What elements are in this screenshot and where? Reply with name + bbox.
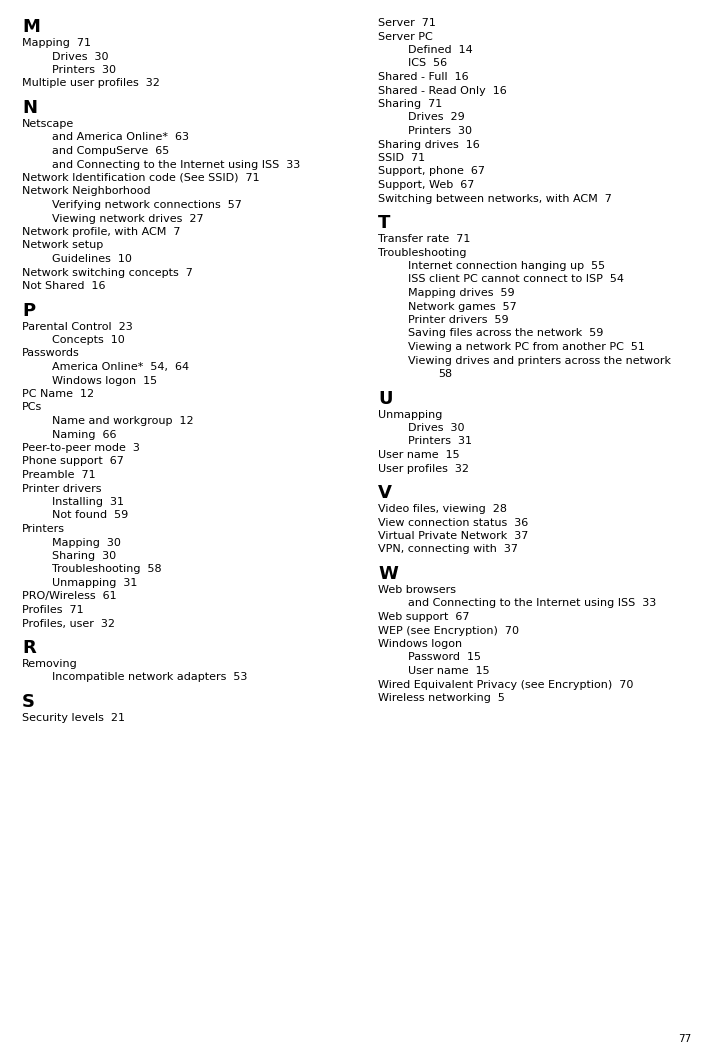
Text: Guidelines  10: Guidelines 10	[52, 254, 132, 264]
Text: Transfer rate  71: Transfer rate 71	[378, 234, 471, 244]
Text: Preamble  71: Preamble 71	[22, 470, 96, 480]
Text: PCs: PCs	[22, 402, 42, 412]
Text: Server  71: Server 71	[378, 18, 436, 28]
Text: Printers: Printers	[22, 524, 65, 534]
Text: Network Neighborhood: Network Neighborhood	[22, 187, 150, 196]
Text: N: N	[22, 99, 37, 117]
Text: Video files, viewing  28: Video files, viewing 28	[378, 504, 507, 514]
Text: and CompuServe  65: and CompuServe 65	[52, 145, 169, 156]
Text: Printer drivers: Printer drivers	[22, 483, 101, 494]
Text: Multiple user profiles  32: Multiple user profiles 32	[22, 79, 160, 88]
Text: W: W	[378, 565, 398, 583]
Text: Parental Control  23: Parental Control 23	[22, 322, 133, 331]
Text: Switching between networks, with ACM  7: Switching between networks, with ACM 7	[378, 193, 612, 204]
Text: Concepts  10: Concepts 10	[52, 335, 125, 345]
Text: Unmapping  31: Unmapping 31	[52, 578, 138, 588]
Text: Windows logon: Windows logon	[378, 639, 462, 649]
Text: Sharing  30: Sharing 30	[52, 551, 116, 561]
Text: Network setup: Network setup	[22, 240, 103, 251]
Text: Shared - Full  16: Shared - Full 16	[378, 72, 468, 82]
Text: Windows logon  15: Windows logon 15	[52, 376, 157, 386]
Text: Network Identification code (See SSID)  71: Network Identification code (See SSID) 7…	[22, 173, 260, 183]
Text: User name  15: User name 15	[408, 666, 490, 676]
Text: PRO/Wireless  61: PRO/Wireless 61	[22, 592, 117, 601]
Text: ICS  56: ICS 56	[408, 58, 447, 69]
Text: Viewing network drives  27: Viewing network drives 27	[52, 213, 204, 223]
Text: and Connecting to the Internet using ISS  33: and Connecting to the Internet using ISS…	[408, 599, 656, 609]
Text: ISS client PC cannot connect to ISP  54: ISS client PC cannot connect to ISP 54	[408, 274, 624, 285]
Text: U: U	[378, 390, 392, 408]
Text: and America Online*  63: and America Online* 63	[52, 133, 189, 142]
Text: Wired Equivalent Privacy (see Encryption)  70: Wired Equivalent Privacy (see Encryption…	[378, 680, 633, 689]
Text: Password  15: Password 15	[408, 652, 481, 663]
Text: Profiles  71: Profiles 71	[22, 605, 83, 615]
Text: Web browsers: Web browsers	[378, 585, 456, 595]
Text: Printer drivers  59: Printer drivers 59	[408, 315, 508, 325]
Text: Netscape: Netscape	[22, 119, 74, 129]
Text: S: S	[22, 693, 35, 710]
Text: Sharing drives  16: Sharing drives 16	[378, 139, 480, 150]
Text: Mapping drives  59: Mapping drives 59	[408, 288, 515, 298]
Text: Security levels  21: Security levels 21	[22, 713, 125, 723]
Text: Saving files across the network  59: Saving files across the network 59	[408, 328, 603, 339]
Text: Network games  57: Network games 57	[408, 302, 517, 311]
Text: P: P	[22, 302, 35, 320]
Text: Troubleshooting  58: Troubleshooting 58	[52, 565, 162, 575]
Text: Internet connection hanging up  55: Internet connection hanging up 55	[408, 261, 605, 271]
Text: Unmapping: Unmapping	[378, 410, 442, 419]
Text: User profiles  32: User profiles 32	[378, 463, 469, 474]
Text: Drives  30: Drives 30	[52, 51, 108, 62]
Text: Verifying network connections  57: Verifying network connections 57	[52, 200, 242, 210]
Text: Mapping  30: Mapping 30	[52, 537, 121, 548]
Text: Not Shared  16: Not Shared 16	[22, 281, 106, 291]
Text: Drives  29: Drives 29	[408, 113, 465, 122]
Text: Not found  59: Not found 59	[52, 511, 128, 520]
Text: Removing: Removing	[22, 660, 78, 669]
Text: M: M	[22, 18, 40, 36]
Text: V: V	[378, 484, 392, 502]
Text: Web support  67: Web support 67	[378, 612, 469, 622]
Text: Defined  14: Defined 14	[408, 45, 473, 55]
Text: Profiles, user  32: Profiles, user 32	[22, 618, 115, 629]
Text: R: R	[22, 639, 36, 657]
Text: 77: 77	[678, 1034, 691, 1044]
Text: and Connecting to the Internet using ISS  33: and Connecting to the Internet using ISS…	[52, 159, 300, 170]
Text: Virtual Private Network  37: Virtual Private Network 37	[378, 531, 528, 541]
Text: VPN, connecting with  37: VPN, connecting with 37	[378, 545, 518, 554]
Text: Network profile, with ACM  7: Network profile, with ACM 7	[22, 227, 180, 237]
Text: Network switching concepts  7: Network switching concepts 7	[22, 268, 193, 277]
Text: Printers  30: Printers 30	[408, 126, 472, 136]
Text: PC Name  12: PC Name 12	[22, 389, 94, 399]
Text: Name and workgroup  12: Name and workgroup 12	[52, 416, 194, 426]
Text: Viewing drives and printers across the network: Viewing drives and printers across the n…	[408, 356, 671, 365]
Text: WEP (see Encryption)  70: WEP (see Encryption) 70	[378, 626, 519, 635]
Text: Installing  31: Installing 31	[52, 497, 124, 507]
Text: User name  15: User name 15	[378, 450, 460, 460]
Text: America Online*  54,  64: America Online* 54, 64	[52, 362, 189, 372]
Text: Printers  30: Printers 30	[52, 65, 116, 75]
Text: Mapping  71: Mapping 71	[22, 38, 91, 48]
Text: Drives  30: Drives 30	[408, 423, 464, 433]
Text: Shared - Read Only  16: Shared - Read Only 16	[378, 86, 507, 96]
Text: View connection status  36: View connection status 36	[378, 517, 528, 528]
Text: Server PC: Server PC	[378, 32, 433, 41]
Text: Troubleshooting: Troubleshooting	[378, 247, 466, 257]
Text: T: T	[378, 215, 391, 232]
Text: Viewing a network PC from another PC  51: Viewing a network PC from another PC 51	[408, 342, 645, 352]
Text: SSID  71: SSID 71	[378, 153, 425, 162]
Text: Naming  66: Naming 66	[52, 429, 116, 440]
Text: Peer-to-peer mode  3: Peer-to-peer mode 3	[22, 443, 140, 453]
Text: Wireless networking  5: Wireless networking 5	[378, 693, 505, 703]
Text: Sharing  71: Sharing 71	[378, 99, 442, 109]
Text: Support, phone  67: Support, phone 67	[378, 167, 485, 176]
Text: Support, Web  67: Support, Web 67	[378, 179, 474, 190]
Text: Phone support  67: Phone support 67	[22, 457, 124, 466]
Text: Incompatible network adapters  53: Incompatible network adapters 53	[52, 672, 247, 683]
Text: 58: 58	[438, 369, 452, 379]
Text: Passwords: Passwords	[22, 348, 80, 359]
Text: Printers  31: Printers 31	[408, 436, 472, 446]
